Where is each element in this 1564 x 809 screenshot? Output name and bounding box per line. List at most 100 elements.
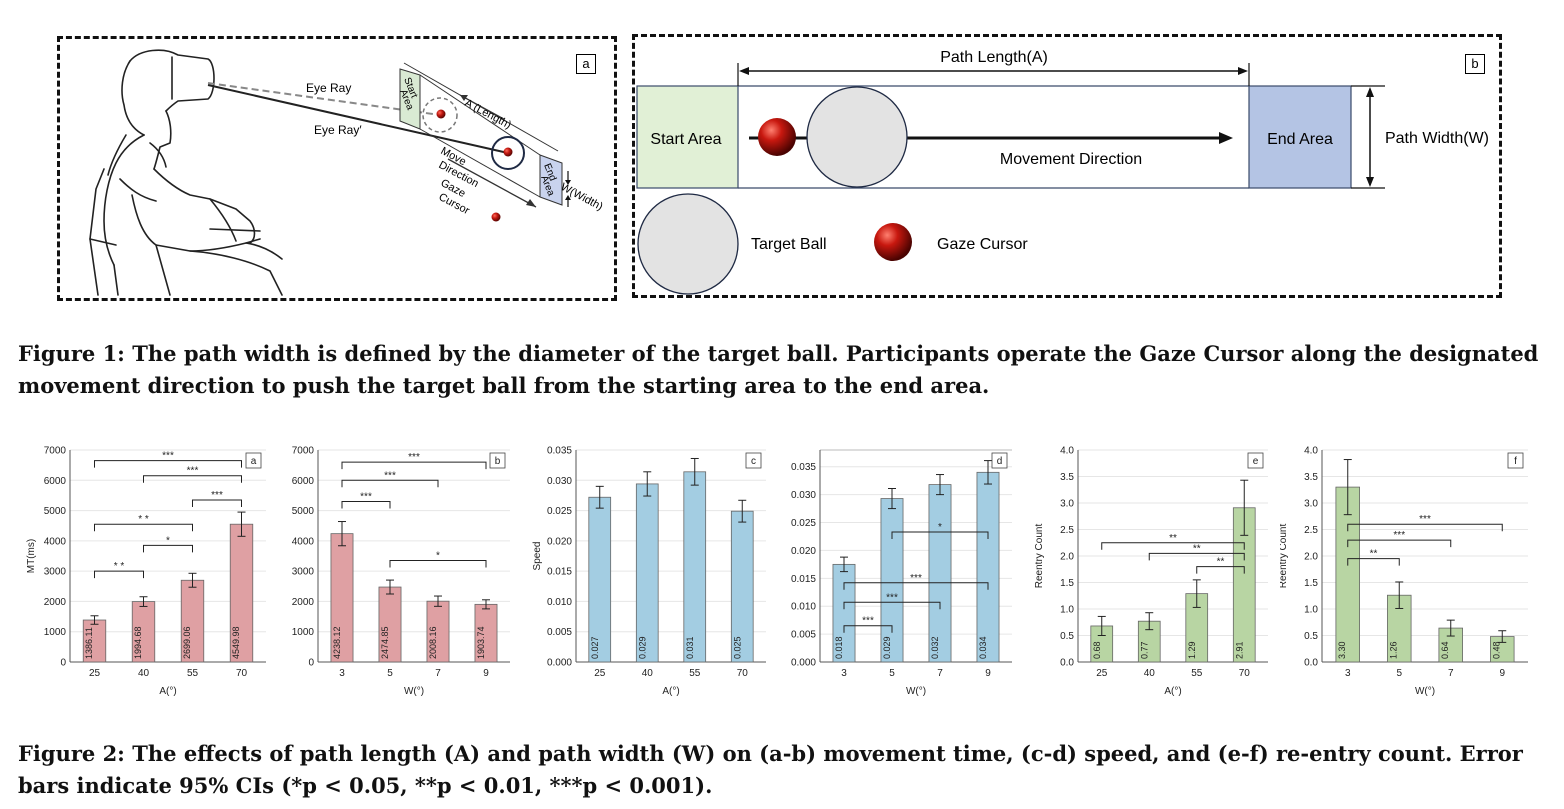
panel-b-label: b <box>1465 54 1485 74</box>
x-axis-label: A(°) <box>159 686 176 697</box>
x-tick-label: 25 <box>594 668 606 679</box>
chart-c-speed-vs-length: 0.000 0.005 0.010 0.015 0.020 0.025 0.030 0.035… <box>532 446 766 697</box>
value-label: 0.018 <box>834 636 844 659</box>
y-tick-label: 2000 <box>44 597 67 608</box>
significance-label: ** <box>1169 533 1177 544</box>
y-tick-label: 7000 <box>292 446 315 457</box>
x-tick-label: 25 <box>89 668 101 679</box>
significance-label: *** <box>187 466 199 477</box>
y-tick-label: 0.015 <box>547 567 572 578</box>
value-label: 2008.16 <box>428 626 438 659</box>
y-tick-label: 3.5 <box>1060 472 1074 483</box>
significance-label: *** <box>408 452 420 463</box>
panel-label-box <box>991 452 1008 469</box>
significance-bracket <box>341 500 391 509</box>
path-diagram: Start Area End Area Path Length(A) Path … <box>636 49 1489 295</box>
significance-label: ** <box>1370 549 1378 560</box>
legend-gaze-cursor <box>874 223 912 261</box>
significance-label: *** <box>862 616 874 627</box>
x-tick-label: 40 <box>1144 668 1156 679</box>
gaze-cursor-ball <box>758 118 796 156</box>
x-tick-label: 5 <box>889 668 895 679</box>
x-tick-label: 70 <box>236 668 248 679</box>
y-tick-label: 2000 <box>292 597 315 608</box>
chart-e-reentry-vs-length: 0.0 0.5 1.0 1.5 2.0 2.5 3.0 3.5 4.0 0.68 25 0.77 40 1… <box>1034 446 1268 697</box>
panel-label-box <box>1507 452 1524 469</box>
significance-bracket <box>1347 523 1503 532</box>
significance-label: *** <box>886 592 898 603</box>
y-tick-label: 6000 <box>292 476 315 487</box>
y-tick-label: 0.020 <box>547 536 572 547</box>
y-tick-label: 0.5 <box>1304 631 1318 642</box>
significance-bracket <box>192 499 242 507</box>
significance-label: * <box>436 551 440 562</box>
value-label: 4549.98 <box>231 626 241 659</box>
value-label: 0.029 <box>882 636 892 659</box>
value-label: 1994.68 <box>133 626 143 659</box>
y-tick-label: 3000 <box>44 567 67 578</box>
x-tick-label: 70 <box>737 668 749 679</box>
gaze-cursor-text: Gaze Cursor <box>937 236 1028 253</box>
significance-bracket <box>1101 542 1245 550</box>
y-tick-label: 0.030 <box>791 490 816 501</box>
bar <box>928 484 952 663</box>
chart-d-speed-vs-width: 0.000 0.005 0.010 0.015 0.020 0.025 0.030 0.035… <box>791 449 1012 697</box>
y-tick-label: 4.0 <box>1060 446 1074 457</box>
y-tick-label: 2.0 <box>1304 552 1318 563</box>
y-tick-label: 6000 <box>44 476 67 487</box>
y-tick-label: 0.030 <box>547 476 572 487</box>
panel-label-box <box>489 452 506 469</box>
x-tick-label: 7 <box>937 668 943 679</box>
slanted-path <box>399 62 571 222</box>
significance-bracket <box>341 479 439 488</box>
panel-label: d <box>997 456 1003 467</box>
eye-ray-label: Eye Ray <box>306 81 351 95</box>
x-tick-label: 9 <box>483 668 489 679</box>
y-tick-label: 0.035 <box>791 462 816 473</box>
y-tick-label: 0.0 <box>1060 658 1074 669</box>
y-tick-label: 1000 <box>292 627 315 638</box>
panel-label-box <box>1247 452 1264 469</box>
x-tick-label: 70 <box>1239 668 1251 679</box>
significance-bracket <box>341 461 487 470</box>
y-tick-label: 0.025 <box>547 506 572 517</box>
significance-bracket <box>1196 566 1245 574</box>
significance-bracket <box>1347 558 1400 566</box>
y-tick-label: 0 <box>60 658 66 669</box>
y-axis-label: Reentry Count <box>1280 524 1289 589</box>
value-label: 0.031 <box>685 636 695 659</box>
significance-bracket <box>389 560 487 568</box>
x-tick-label: 9 <box>985 668 991 679</box>
x-tick-label: 55 <box>1191 668 1203 679</box>
panel-label-box <box>245 452 262 469</box>
start-area-box <box>636 85 739 189</box>
value-label: 1.26 <box>1388 641 1398 659</box>
y-tick-label: 1.5 <box>1304 578 1318 589</box>
value-label: 3.30 <box>1337 641 1347 659</box>
y-axis-label: MT(ms) <box>26 539 37 573</box>
significance-label: * * <box>114 561 125 572</box>
value-label: 1386.11 <box>84 627 94 659</box>
significance-bracket <box>843 601 941 610</box>
value-label: 0.027 <box>590 636 600 659</box>
target-ball-text: Target Ball <box>751 236 827 253</box>
significance-label: *** <box>162 451 174 462</box>
y-tick-label: 0.0 <box>1304 658 1318 669</box>
legend-target-ball <box>637 193 739 295</box>
y-tick-label: 2.5 <box>1304 525 1318 536</box>
significance-bracket <box>843 625 893 633</box>
panel-a-label: a <box>576 54 596 74</box>
width-label: W(Width) <box>559 181 605 213</box>
x-axis-label: A(°) <box>662 686 679 697</box>
x-tick-label: 40 <box>138 668 150 679</box>
x-tick-label: 5 <box>1396 668 1402 679</box>
x-axis-label: W(°) <box>1415 686 1435 697</box>
panel-label: f <box>1514 456 1517 467</box>
y-tick-label: 2.5 <box>1060 525 1074 536</box>
y-tick-label: 0.020 <box>791 546 816 557</box>
y-tick-label: 0 <box>308 658 314 669</box>
y-tick-label: 1000 <box>44 627 67 638</box>
significance-label: *** <box>1393 530 1405 541</box>
value-label: 0.48 <box>1491 641 1501 659</box>
figure1-caption: Figure 1: The path width is defined by t… <box>18 341 1539 398</box>
